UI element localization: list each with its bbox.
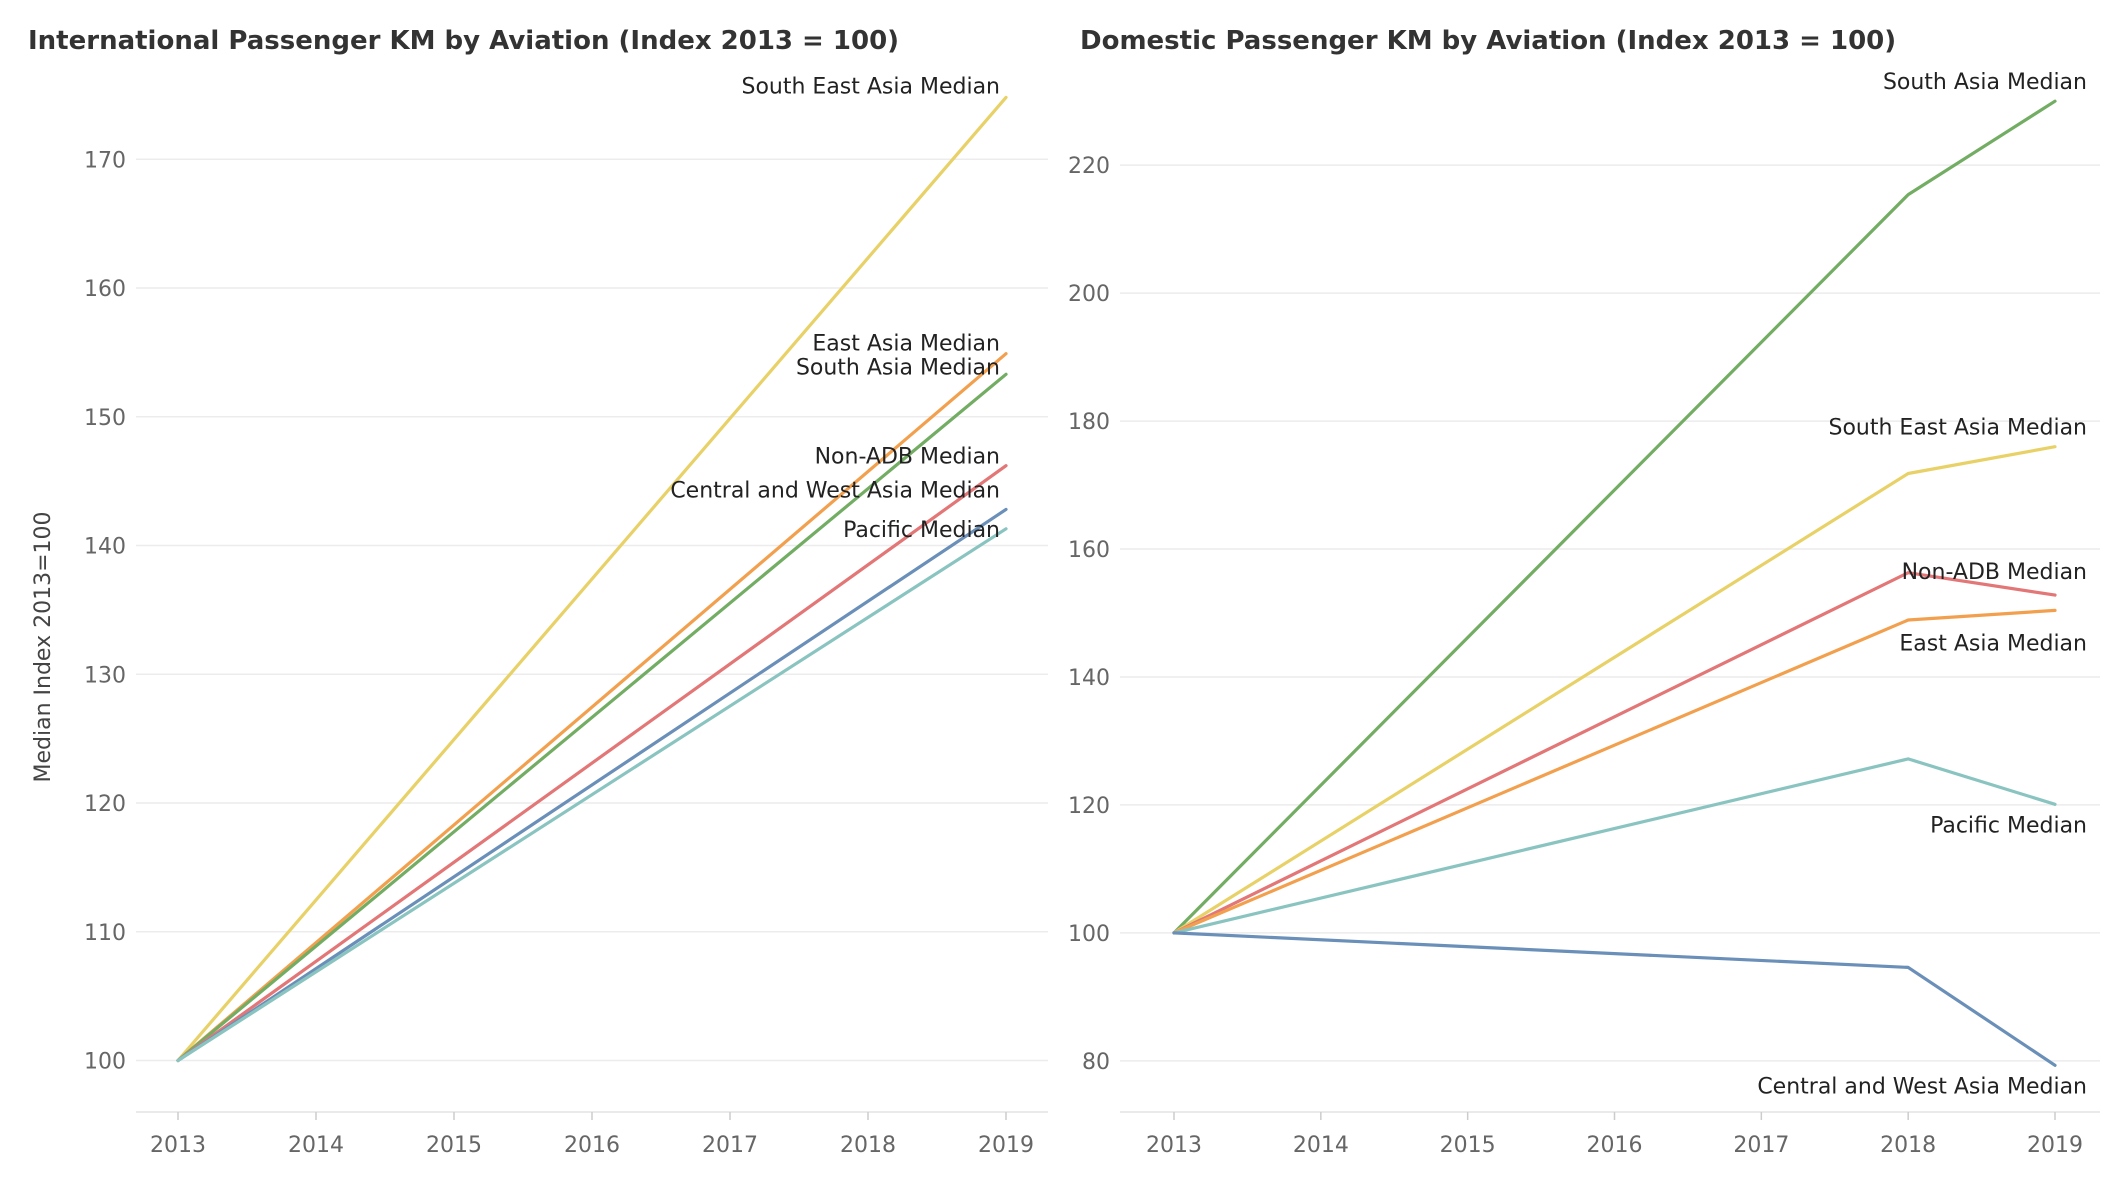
x-tick-label: 2015 (426, 1133, 482, 1158)
series-line (1172, 445, 2057, 935)
series-line (176, 507, 1008, 1063)
series-label: Central and West Asia Median (1757, 1074, 2087, 1099)
series-line (1172, 608, 2057, 935)
series-line (1172, 571, 2057, 935)
gridlines (1120, 164, 2100, 1062)
series-label: South Asia Median (796, 355, 1000, 380)
x-tick-label: 2014 (1293, 1133, 1349, 1158)
y-tick-label: 220 (1068, 154, 1110, 179)
international-chart-panel: International Passenger KM by Aviation (… (28, 26, 1048, 1158)
series-label: South Asia Median (1883, 70, 2087, 95)
y-tick-label: 130 (84, 663, 126, 688)
x-tick-label: 2016 (1587, 1133, 1643, 1158)
x-tick-label: 2016 (564, 1133, 620, 1158)
y-tick-label: 80 (1082, 1050, 1110, 1075)
x-tick-label: 2013 (1146, 1133, 1202, 1158)
y-tick-label: 110 (84, 921, 126, 946)
series-label: Non-ADB Median (815, 445, 1000, 470)
y-tick-label: 120 (84, 792, 126, 817)
x-tick-label: 2014 (288, 1133, 344, 1158)
y-tick-label: 140 (1068, 666, 1110, 691)
series-line (1172, 757, 2057, 935)
y-tick-label: 100 (1068, 922, 1110, 947)
y-tick-label: 150 (84, 406, 126, 431)
y-tick-label: 170 (84, 148, 126, 173)
y-tick-label: 180 (1068, 410, 1110, 435)
y-tick-label: 140 (84, 535, 126, 560)
series-line (176, 372, 1008, 1063)
series-line (1172, 99, 2057, 935)
y-tick-label: 160 (84, 277, 126, 302)
series-label: Central and West Asia Median (670, 478, 1000, 503)
domestic-chart-svg: 80 100 120 140 160 180 200 220 2013 2014 2015 2016 2… (1068, 70, 2100, 1158)
x-tick-label: 2017 (702, 1133, 758, 1158)
chart-title: Domestic Passenger KM by Aviation (Index… (1080, 26, 1897, 56)
x-tick-label: 2019 (978, 1133, 1034, 1158)
series-label: Pacific Median (1930, 813, 2087, 838)
series-label: East Asia Median (1899, 631, 2087, 656)
y-tick-label: 120 (1068, 794, 1110, 819)
y-tick-label: 200 (1068, 282, 1110, 307)
series-label: South East Asia Median (1828, 416, 2087, 441)
gridlines (136, 158, 1048, 1062)
x-tick-label: 2013 (150, 1133, 206, 1158)
series-line (176, 464, 1008, 1063)
series-line (1172, 931, 2057, 1067)
series-line (176, 352, 1008, 1063)
x-tick-label: 2017 (1733, 1133, 1789, 1158)
international-chart-svg: 100 110 120 130 140 150 160 170 2013 2014 2015 2016… (31, 74, 1048, 1158)
series-line (176, 527, 1008, 1063)
y-axis-title: Median Index 2013=100 (31, 512, 56, 783)
series-label: East Asia Median (812, 332, 1000, 357)
series-label: South East Asia Median (741, 74, 1000, 99)
domestic-chart-panel: Domestic Passenger KM by Aviation (Index… (1060, 0, 2116, 1188)
x-tick-label: 2019 (2027, 1133, 2083, 1158)
y-tick-label: 160 (1068, 538, 1110, 563)
x-tick-label: 2018 (840, 1133, 896, 1158)
chart-title: International Passenger KM by Aviation (… (28, 26, 900, 56)
series-line (176, 95, 1008, 1063)
series-label: Non-ADB Median (1902, 560, 2087, 585)
x-tick-label: 2018 (1880, 1133, 1936, 1158)
y-tick-label: 100 (84, 1050, 126, 1075)
series-label: Pacific Median (843, 518, 1000, 543)
x-tick-label: 2015 (1440, 1133, 1496, 1158)
